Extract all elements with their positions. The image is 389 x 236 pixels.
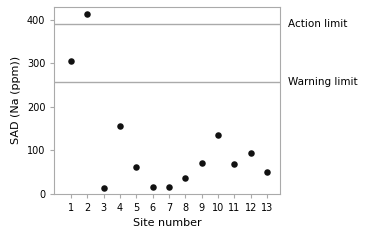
Text: Action limit: Action limit	[288, 19, 347, 30]
Point	[182, 177, 188, 180]
X-axis label: Site number: Site number	[133, 218, 202, 228]
Point	[100, 186, 107, 190]
Point	[231, 162, 237, 166]
Point	[68, 59, 74, 63]
Y-axis label: SAD (Na (ppm)): SAD (Na (ppm))	[11, 56, 21, 144]
Point	[149, 185, 156, 189]
Point	[264, 170, 270, 174]
Point	[247, 151, 254, 155]
Text: Warning limit: Warning limit	[288, 77, 357, 87]
Point	[198, 161, 205, 165]
Point	[84, 12, 90, 16]
Point	[117, 124, 123, 128]
Point	[215, 133, 221, 137]
Point	[166, 185, 172, 189]
Point	[133, 165, 139, 169]
